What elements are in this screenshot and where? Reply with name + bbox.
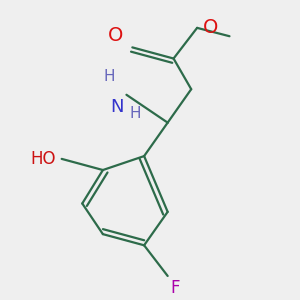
Text: F: F	[171, 279, 180, 297]
Text: H: H	[129, 106, 141, 121]
Text: O: O	[108, 26, 124, 45]
Text: N: N	[110, 98, 124, 116]
Text: H: H	[103, 69, 115, 84]
Text: O: O	[203, 18, 218, 38]
Text: HO: HO	[30, 150, 56, 168]
